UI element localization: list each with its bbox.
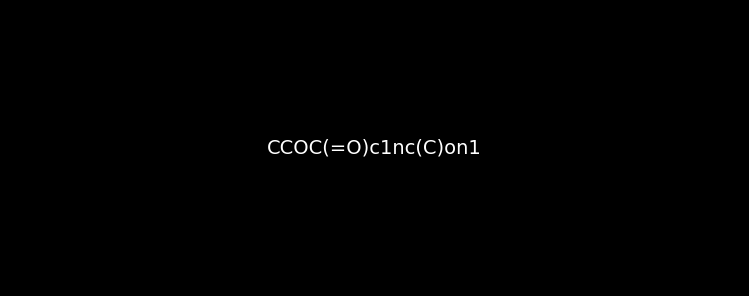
Text: CCOC(=O)c1nc(C)on1: CCOC(=O)c1nc(C)on1 — [267, 139, 482, 157]
